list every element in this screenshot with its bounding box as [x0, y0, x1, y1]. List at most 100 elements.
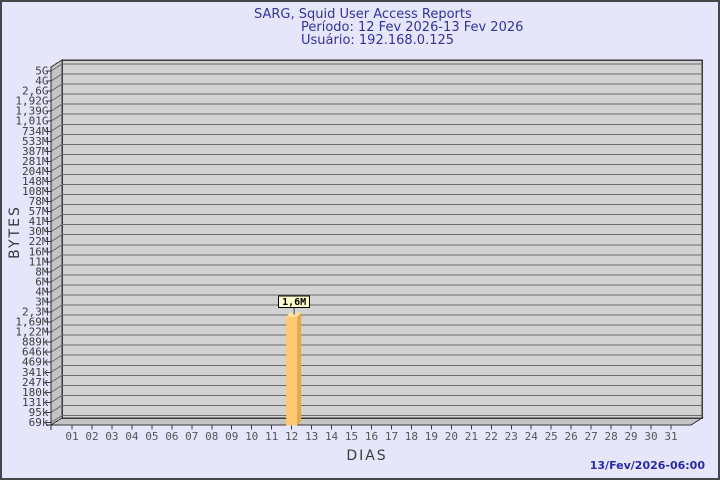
wall-gridline: [50, 103, 63, 112]
x-tick-label: 10: [245, 430, 258, 443]
wall-gridline: [50, 244, 63, 253]
wall-gridline: [50, 294, 63, 303]
wall-gridline: [50, 324, 63, 333]
y-tick-label: 22M: [29, 235, 49, 248]
x-tick-label: 05: [145, 430, 158, 443]
x-tick-label: 08: [205, 430, 218, 443]
y-tick-label: 95k: [29, 406, 49, 419]
y-tick-label: 5G: [35, 65, 48, 78]
wall-gridline: [50, 344, 63, 353]
y-tick-label: 341k: [22, 366, 49, 379]
x-tick-label: 03: [105, 430, 118, 443]
y-tick-label: 533M: [22, 135, 49, 148]
x-tick-label: 12: [285, 430, 298, 443]
x-axis-title: DIAS: [346, 448, 388, 464]
bar: [286, 316, 298, 426]
wall-gridline: [50, 184, 63, 192]
wall-gridline: [50, 214, 63, 223]
bar-side-face: [297, 312, 302, 425]
y-tick-label: 78M: [29, 195, 49, 208]
x-tick-label: 18: [405, 430, 418, 443]
x-tick-label: 13: [305, 430, 318, 443]
y-axis-title: BYTES: [7, 205, 23, 259]
y-tick-label: 2,3M: [22, 306, 49, 319]
y-tick-label: 11M: [29, 255, 49, 268]
x-tick-label: 16: [365, 430, 378, 443]
wall-gridline: [50, 405, 63, 413]
y-tick-label: 148M: [22, 175, 49, 188]
wall-gridline: [50, 254, 63, 263]
x-tick-label: 24: [525, 430, 539, 443]
wall-gridline: [50, 374, 63, 383]
y-tick-label: 1,39G: [15, 105, 48, 118]
x-tick-label: 28: [604, 430, 617, 443]
y-tick-label: 8M: [35, 265, 49, 278]
y-tick-label: 387M: [22, 145, 49, 158]
x-tick-label: 09: [225, 430, 238, 443]
y-tick-label: 646k: [22, 346, 49, 359]
y-tick-label: 108M: [22, 185, 49, 198]
y-tick-label: 734M: [22, 125, 49, 138]
x-tick-label: 19: [425, 430, 438, 443]
x-tick-label: 14: [325, 430, 339, 443]
y-tick-label: 2,6G: [22, 85, 49, 98]
wall-gridline: [50, 113, 63, 122]
wall-gridline: [50, 73, 63, 82]
y-tick-label: 469k: [22, 356, 49, 369]
y-tick-label: 16M: [29, 245, 49, 258]
wall-gridline: [50, 415, 63, 423]
wall-gridline: [50, 234, 63, 243]
wall-gridline: [50, 264, 63, 273]
x-tick-label: 22: [485, 430, 498, 443]
y-tick-label: 889k: [22, 336, 49, 349]
value-label: 1,6M: [282, 297, 306, 308]
generation-timestamp: 13/Fev/2026-06:00: [589, 459, 705, 472]
chart-plot-area: [61, 59, 703, 419]
wall-gridline: [50, 164, 63, 172]
report-title: SARG, Squid User Access Reports: [254, 7, 472, 22]
x-tick-label: 29: [624, 430, 637, 443]
report-period: Período: 12 Fev 2026-13 Fev 2026: [301, 20, 524, 35]
wall-gridline: [50, 354, 63, 363]
wall-gridline: [50, 194, 63, 202]
wall-gridline: [50, 224, 63, 233]
x-tick-label: 11: [265, 430, 278, 443]
wall-gridline: [50, 364, 63, 373]
y-tick-label: 4M: [35, 285, 49, 298]
wall-gridline: [50, 123, 63, 132]
x-tick-label: 23: [505, 430, 518, 443]
x-tick-label: 26: [565, 430, 578, 443]
x-tick-label: 15: [345, 430, 358, 443]
y-tick-label: 1,22M: [15, 326, 48, 339]
y-tick-label: 204M: [22, 165, 49, 178]
x-tick-label: 04: [125, 430, 139, 443]
x-tick-label: 21: [465, 430, 478, 443]
x-tick-label: 07: [185, 430, 198, 443]
wall-gridline: [50, 63, 63, 72]
chart-floor: [49, 417, 704, 426]
report-user: Usuário: 192.168.0.125: [301, 33, 455, 48]
x-tick-label: 01: [65, 430, 78, 443]
wall-gridline: [50, 274, 63, 283]
wall-gridline: [50, 174, 63, 182]
x-tick-label: 30: [644, 430, 657, 443]
wall-gridline: [50, 314, 63, 323]
wall-gridline: [50, 394, 63, 403]
x-tick-label: 31: [664, 430, 677, 443]
x-tick-label: 27: [585, 430, 598, 443]
y-tick-label: 281M: [22, 155, 49, 168]
wall-gridline: [50, 83, 63, 92]
y-tick-label: 1,69M: [15, 316, 48, 329]
y-tick-label: 41M: [29, 215, 49, 228]
wall-gridline: [50, 304, 63, 313]
y-tick-label: 1,92G: [15, 95, 48, 108]
wall-gridline: [50, 133, 63, 142]
y-tick-label: 180k: [22, 386, 49, 399]
x-tick-label: 02: [85, 430, 98, 443]
wall-gridline: [50, 384, 63, 393]
x-tick-label: 20: [445, 430, 458, 443]
wall-gridline: [50, 153, 63, 162]
x-tick-label: 25: [545, 430, 558, 443]
wall-gridline: [50, 93, 63, 102]
